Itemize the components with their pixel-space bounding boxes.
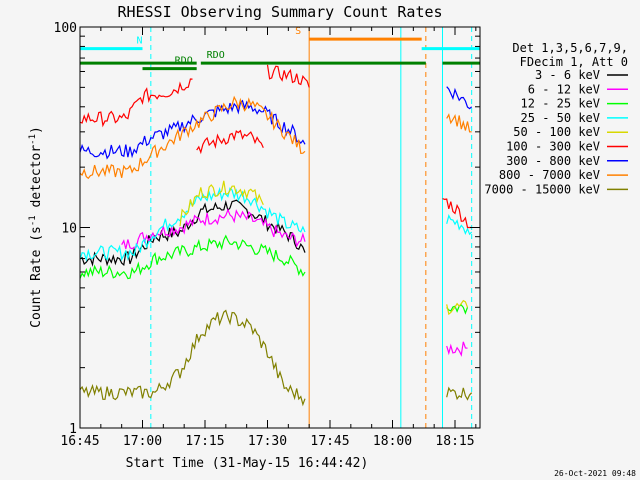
x-tick-label-5: 18:00 — [373, 434, 412, 449]
series-4-segment-1 — [446, 299, 469, 316]
legend-entry-label-6: 300 - 800 keV — [506, 154, 600, 168]
series-6-segment-0 — [79, 99, 306, 160]
status-bar-label-2: S — [295, 26, 301, 37]
series-2-segment-1 — [446, 304, 469, 315]
render-timestamp: 26-Oct-2021 09:48 — [554, 469, 636, 478]
series-7-segment-1 — [446, 113, 472, 133]
axes: 16:45 17:00 17:15 17:30 17:45 18:00 18:15 1 10 10… — [54, 21, 480, 449]
y-tick-label-0: 1 — [69, 422, 77, 437]
legend-entry-label-0: 3 - 6 keV — [535, 68, 600, 82]
series-8-segment-1 — [446, 386, 473, 401]
legend-header-line-2: FDecim 1, Att 0 — [520, 55, 628, 69]
y-axis-label-sup-2: -1 — [28, 134, 38, 145]
x-tick-label-4: 17:45 — [310, 434, 349, 449]
data-series — [79, 64, 473, 407]
y-axis-label: Count Rate (s-1 detector-1) — [28, 126, 44, 328]
y-axis-label-close: ) — [29, 126, 44, 134]
status-bars: N RDO S RDO — [80, 26, 480, 71]
legend-header-line-1: Det 1,3,5,6,7,9, — [512, 41, 628, 55]
x-tick-label-3: 17:30 — [248, 434, 287, 449]
series-5-segment-1 — [196, 129, 264, 155]
chart-title: RHESSI Observing Summary Count Rates — [117, 3, 442, 21]
legend-entry-label-2: 12 - 25 keV — [521, 97, 600, 111]
series-1-segment-1 — [446, 341, 468, 357]
series-4-segment-0 — [179, 180, 264, 227]
x-tick-label-2: 17:15 — [185, 434, 224, 449]
series-2-segment-0 — [79, 234, 306, 280]
x-axis-label: Start Time (31-May-15 16:44:42) — [126, 456, 369, 471]
series-8-segment-0 — [79, 309, 306, 407]
series-6-segment-1 — [446, 86, 473, 110]
y-axis-label-tail: detector — [29, 145, 44, 216]
status-bar-label-0: N — [137, 36, 143, 47]
status-bar-label-1: RDO — [207, 50, 225, 61]
series-3-segment-1 — [446, 214, 473, 236]
y-tick-label-1: 10 — [61, 222, 77, 237]
y-axis-label-sup: -1 — [28, 215, 38, 226]
series-0-segment-0 — [79, 199, 306, 267]
legend-entry-label-1: 6 - 12 keV — [528, 82, 600, 96]
x-tick-label-0: 16:45 — [60, 434, 99, 449]
status-bar-label-3: RDO — [175, 56, 193, 67]
legend-entry-label-7: 800 - 7000 keV — [499, 168, 600, 182]
legend-entry-label-4: 50 - 100 keV — [513, 125, 600, 139]
series-7-segment-0 — [79, 95, 306, 180]
series-5-segment-2 — [266, 64, 310, 88]
legend-entry-label-8: 7000 - 15000 keV — [484, 182, 600, 196]
x-tick-label-1: 17:00 — [123, 434, 162, 449]
y-axis-label-main: Count Rate (s — [29, 226, 44, 328]
x-tick-label-6: 18:15 — [435, 434, 474, 449]
legend: Det 1,3,5,6,7,9, FDecim 1, Att 0 3 - 6 k… — [484, 41, 628, 196]
series-5-segment-3 — [442, 198, 472, 229]
y-tick-label-2: 100 — [54, 21, 77, 36]
series-1-segment-0 — [121, 208, 306, 250]
legend-entry-label-3: 25 - 50 keV — [521, 111, 600, 125]
legend-entry-label-5: 100 - 300 keV — [506, 140, 600, 154]
series-5-segment-0 — [79, 78, 193, 128]
